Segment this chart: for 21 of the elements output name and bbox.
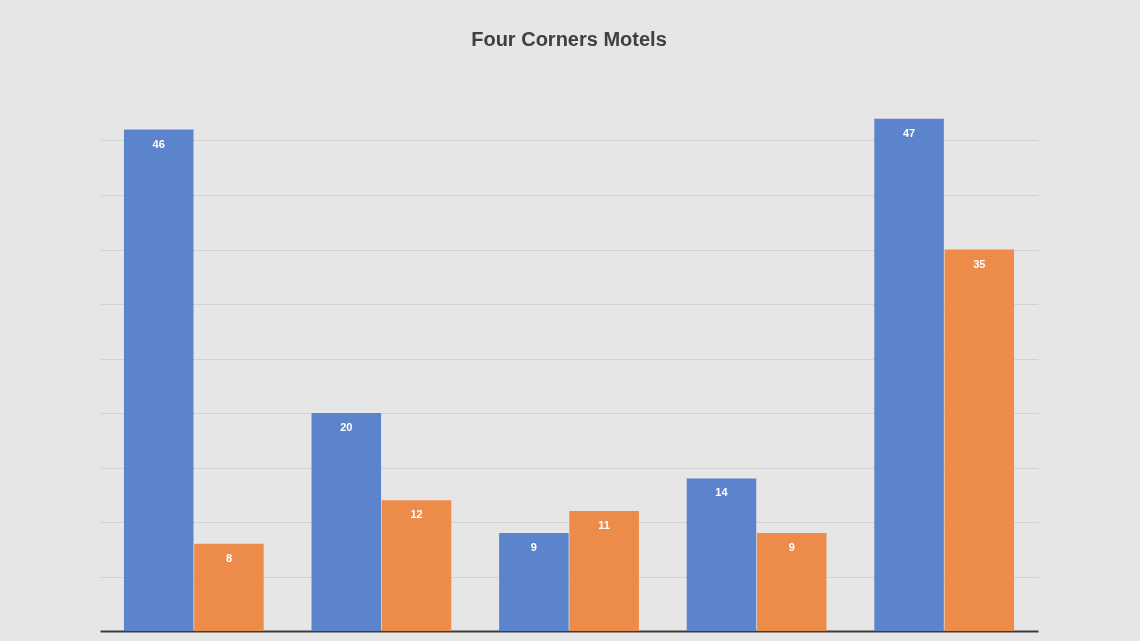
data-label: 20 bbox=[340, 421, 353, 433]
data-label: 14 bbox=[715, 486, 729, 499]
data-label: 9 bbox=[788, 540, 795, 553]
bar bbox=[756, 532, 827, 631]
data-label: 46 bbox=[152, 137, 165, 150]
data-label: 11 bbox=[598, 519, 610, 532]
bar bbox=[311, 413, 382, 631]
bar bbox=[944, 249, 1015, 631]
bar bbox=[686, 478, 757, 631]
data-label: 35 bbox=[973, 257, 986, 270]
bar bbox=[499, 532, 569, 631]
bar bbox=[874, 118, 944, 631]
bar bbox=[194, 543, 264, 631]
data-label: 47 bbox=[902, 126, 916, 139]
bar bbox=[569, 511, 639, 631]
data-label: 12 bbox=[410, 508, 423, 521]
chart-title: Four Corners Motels bbox=[471, 28, 667, 50]
data-label: 8 bbox=[225, 551, 233, 564]
bar bbox=[123, 129, 194, 631]
bar bbox=[381, 500, 452, 631]
data-label: 9 bbox=[530, 540, 537, 553]
